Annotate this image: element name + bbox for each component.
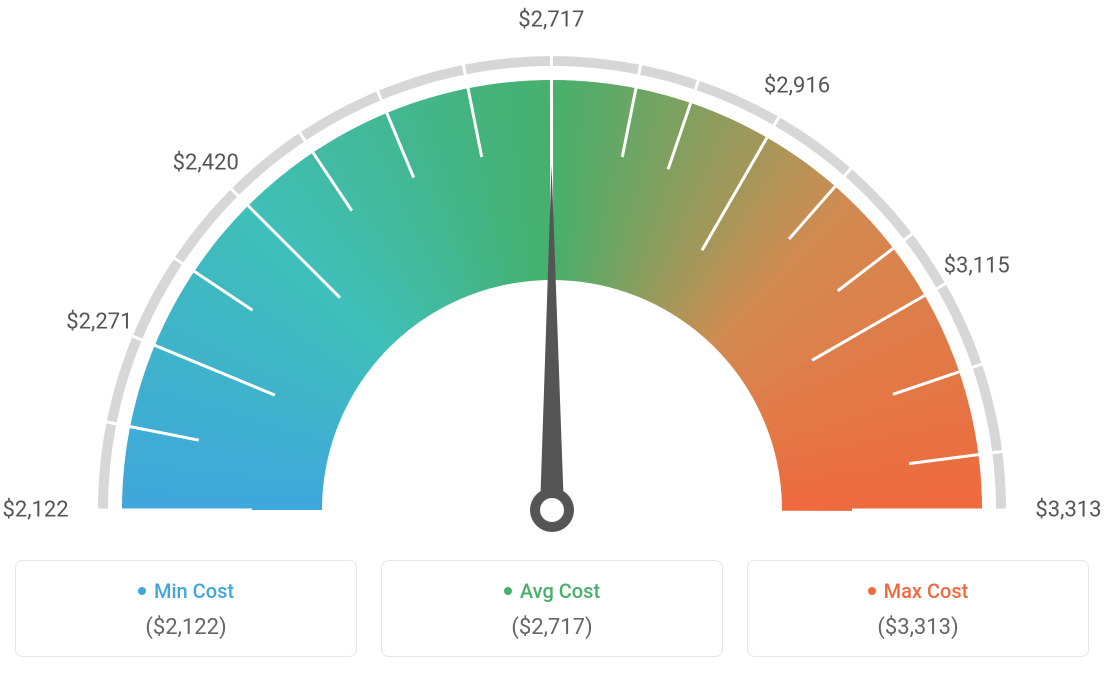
legend-card-min: Min Cost ($2,122)	[15, 560, 357, 657]
gauge-tick-label: $2,420	[173, 151, 239, 176]
legend-title-max: Max Cost	[868, 579, 969, 603]
gauge-tick-label: $2,717	[518, 8, 584, 33]
legend-value-avg: ($2,717)	[392, 615, 712, 640]
gauge-svg	[0, 0, 1104, 560]
legend-card-avg: Avg Cost ($2,717)	[381, 560, 723, 657]
dot-icon	[504, 587, 512, 595]
gauge-hub-hole	[540, 498, 564, 522]
dot-icon	[868, 587, 876, 595]
legend-value-min: ($2,122)	[26, 615, 346, 640]
gauge-tick-label: $2,122	[2, 498, 68, 523]
legend-card-max: Max Cost ($3,313)	[747, 560, 1089, 657]
legend-row: Min Cost ($2,122) Avg Cost ($2,717) Max …	[0, 560, 1104, 657]
legend-value-max: ($3,313)	[758, 615, 1078, 640]
gauge-tick-label: $3,313	[1035, 498, 1101, 523]
gauge-tick-label: $3,115	[944, 253, 1010, 278]
gauge-tick-label: $2,916	[764, 73, 830, 98]
chart-container: $2,122 $2,271 $2,420 $2,717 $2,916 $3,115 $3,3…	[0, 0, 1104, 690]
dot-icon	[138, 587, 146, 595]
gauge-tick-label: $2,271	[66, 310, 132, 335]
legend-title-min: Min Cost	[138, 579, 234, 603]
gauge-area: $2,122 $2,271 $2,420 $2,717 $2,916 $3,115 $3,3…	[0, 0, 1104, 560]
legend-label-max: Max Cost	[884, 579, 969, 603]
legend-label-min: Min Cost	[154, 579, 234, 603]
legend-title-avg: Avg Cost	[504, 579, 600, 603]
legend-label-avg: Avg Cost	[520, 579, 600, 603]
